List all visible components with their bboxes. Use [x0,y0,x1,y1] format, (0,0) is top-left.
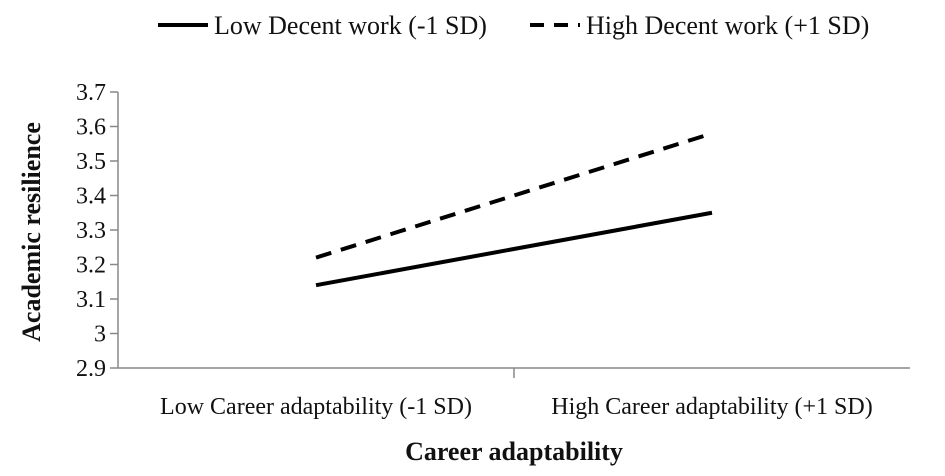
legend: Low Decent work (-1 SD) High Decent work… [158,11,869,40]
y-tick-label: 3 [94,322,106,348]
y-axis-title: Academic resilience [17,122,46,342]
y-tick-label: 3.7 [76,80,106,106]
series-line-low-decent-work [315,210,713,288]
x-tick-label: Low Career adaptability (-1 SD) [160,394,472,420]
y-tick-label: 3.1 [76,287,106,313]
y-tick-label: 3.5 [76,149,106,175]
y-tick-label: 2.9 [76,356,106,382]
y-tick-label: 3.2 [76,253,106,279]
series-line-high-decent-work [315,131,713,260]
legend-label-high-decent-work: High Decent work (+1 SD) [586,11,869,40]
y-tick-label: 3.3 [76,218,106,244]
y-tick-label: 3.6 [76,115,106,141]
x-tick-label: High Career adaptability (+1 SD) [551,394,872,420]
x-axis-ticks: Low Career adaptability (-1 SD) High Care… [160,394,873,420]
legend-label-low-decent-work: Low Decent work (-1 SD) [214,11,487,40]
series-layer [315,131,713,288]
y-axis-ticks: 2.9 3 3.1 3.2 3.3 3.4 3.5 3.6 3.7 [76,80,118,382]
x-axis-title: Career adaptability [405,437,623,466]
y-tick-label: 3.4 [76,184,106,210]
